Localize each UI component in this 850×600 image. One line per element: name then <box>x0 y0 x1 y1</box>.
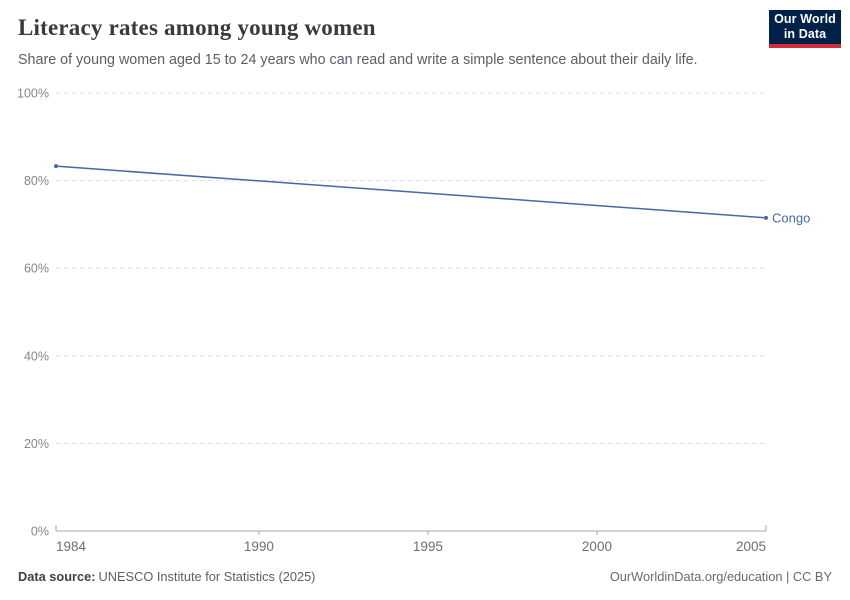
data-source-text: UNESCO Institute for Statistics (2025) <box>98 569 316 584</box>
x-axis-label: 2000 <box>582 539 612 554</box>
data-point[interactable] <box>764 215 768 220</box>
y-axis-label: 100% <box>17 87 49 101</box>
data-point[interactable] <box>54 164 58 169</box>
data-source-note: Data source: UNESCO Institute for Statist… <box>18 569 315 584</box>
y-axis-label: 40% <box>24 349 49 363</box>
logo-text-line1: Our World <box>774 12 836 26</box>
y-axis-label: 0% <box>31 525 49 539</box>
x-axis-label: 1990 <box>244 539 274 554</box>
chart-subtitle: Share of young women aged 15 to 24 years… <box>18 52 698 68</box>
data-source-label: Data source: <box>18 569 96 584</box>
y-axis-label: 80% <box>24 174 49 188</box>
series-line-congo[interactable] <box>55 165 767 219</box>
x-axis-label: 1984 <box>56 539 87 554</box>
y-axis-label: 20% <box>24 437 49 451</box>
owid-license-link[interactable]: OurWorldinData.org/education | CC BY <box>609 569 832 584</box>
page-title: Literacy rates among young women <box>18 15 376 40</box>
logo-text-line2: in Data <box>783 27 827 41</box>
x-axis-label: 2005 <box>736 539 766 554</box>
owid-logo[interactable]: Our World in Data <box>769 10 841 48</box>
y-axis-label: 60% <box>24 262 49 276</box>
x-axis-label: 1995 <box>413 539 443 554</box>
entity-label[interactable]: Congo <box>772 210 810 225</box>
